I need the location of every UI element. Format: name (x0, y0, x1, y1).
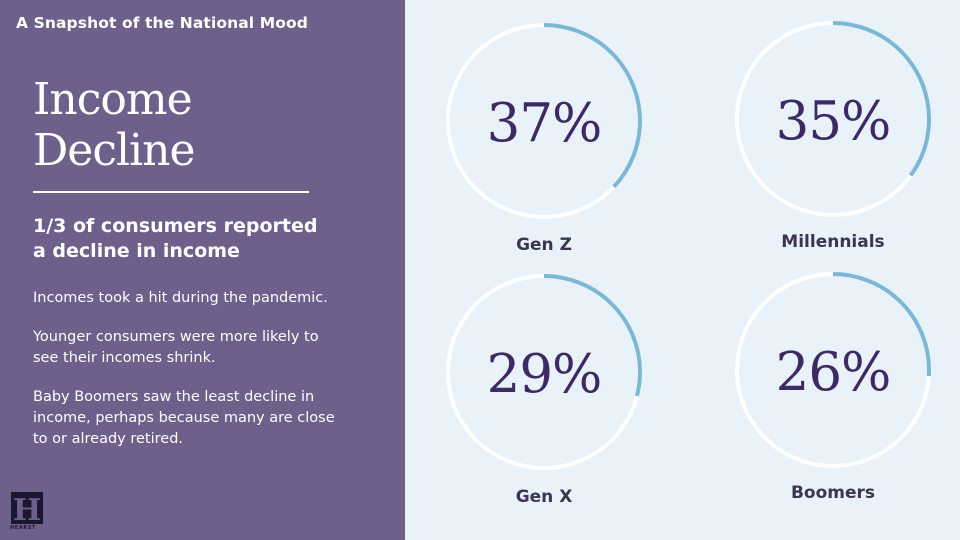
body-line: Incomes took a hit during the pandemic. (33, 290, 328, 306)
subheading: 1/3 of consumers reported a decline in i… (33, 214, 373, 264)
header-kicker: A Snapshot of the National Mood (16, 14, 308, 32)
ring-value-arc-gen-z (446, 23, 642, 219)
title-line-2: Decline (33, 125, 195, 176)
category-label-gen-z: Gen Z (516, 235, 572, 255)
logo-wordmark: HEARST (10, 525, 36, 531)
left-panel: A Snapshot of the National Mood Income D… (0, 0, 405, 540)
body-line: Younger consumers were more likely to (33, 329, 319, 345)
category-label-millennials: Millennials (781, 232, 884, 252)
title-line-1: Income (33, 74, 193, 125)
body-line: Baby Boomers saw the least decline in (33, 389, 315, 405)
title-divider (33, 191, 309, 193)
chart-area: 37% Gen Z 35% Millennials 29% Gen X 26% Boomers (405, 0, 960, 540)
value-label-gen-x: 29% (487, 344, 602, 405)
body-copy: Incomes took a hit during the pandemic. … (33, 288, 378, 468)
subheading-line-1: 1/3 of consumers reported (33, 215, 318, 237)
body-paragraph-2: Younger consumers were more likely to se… (33, 327, 378, 369)
category-label-gen-x: Gen X (516, 487, 573, 507)
value-label-gen-z: 37% (487, 93, 602, 154)
ring-value-arc-boomers (735, 272, 931, 468)
body-line: to or already retired. (33, 431, 184, 447)
body-paragraph-3: Baby Boomers saw the least decline in in… (33, 387, 378, 450)
subheading-line-2: a decline in income (33, 240, 240, 262)
donut-chart: 37% Gen Z 35% Millennials 29% Gen X 26% Boomers (446, 21, 931, 507)
ring-value-arc-gen-x (446, 274, 642, 470)
body-paragraph-1: Incomes took a hit during the pandemic. (33, 288, 378, 309)
value-label-millennials: 35% (776, 91, 891, 152)
page-title: Income Decline (33, 74, 195, 176)
ring-value-arc-millennials (735, 21, 931, 217)
value-label-boomers: 26% (776, 342, 891, 403)
logo-letter: H (13, 493, 41, 528)
category-label-boomers: Boomers (791, 483, 875, 503)
hearst-logo-icon: H (11, 492, 43, 528)
body-line: see their incomes shrink. (33, 350, 216, 366)
body-line: income, perhaps because many are close (33, 410, 335, 426)
